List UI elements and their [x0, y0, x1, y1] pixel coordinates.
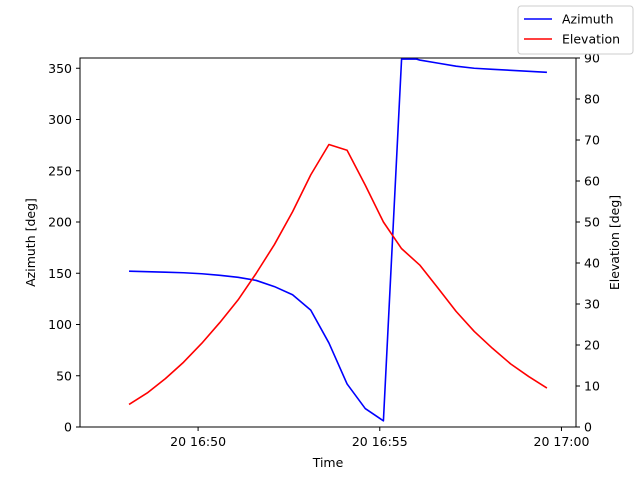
y-left-tick-label: 250	[48, 163, 72, 178]
y-left-tick-label: 150	[48, 266, 72, 281]
y-right-tick-label: 20	[584, 338, 600, 353]
legend-azimuth-label: Azimuth	[562, 12, 614, 27]
y-right-tick-label: 30	[584, 297, 600, 312]
x-tick-label: 20 17:00	[534, 434, 590, 449]
y-axis-left-label: Azimuth [deg]	[23, 198, 38, 287]
y-right-tick-label: 0	[584, 420, 592, 435]
y-left-tick-label: 100	[48, 317, 72, 332]
y-axis-right-label: Elevation [deg]	[607, 195, 622, 290]
y-left-tick-label: 200	[48, 215, 72, 230]
series-line-azimuth	[129, 58, 547, 422]
tick-layer: 20 16:50 20 16:55 20 17:000501001502002503…	[48, 51, 600, 450]
y-right-tick-label: 10	[584, 379, 600, 394]
y-left-tick-label: 50	[56, 368, 72, 383]
y-left-tick-label: 300	[48, 112, 72, 127]
y-right-tick-label: 50	[584, 215, 600, 230]
y-left-tick-label: 350	[48, 61, 72, 76]
y-right-tick-label: 70	[584, 133, 600, 148]
legend-box	[517, 5, 634, 55]
y-right-tick-label: 60	[584, 174, 600, 189]
x-axis-label: Time	[312, 455, 344, 470]
legend: Azimuth Elevation	[517, 5, 634, 55]
y-right-tick-label: 80	[584, 92, 600, 107]
y-left-tick-label: 0	[64, 420, 72, 435]
plot-area	[79, 57, 577, 428]
series-line-elevation	[128, 143, 548, 406]
y-right-tick-label: 40	[584, 256, 600, 271]
legend-elevation-label: Elevation	[562, 32, 620, 47]
series-layer	[128, 58, 548, 422]
x-tick-label: 20 16:50	[170, 434, 226, 449]
x-tick-label: 20 16:55	[352, 434, 408, 449]
